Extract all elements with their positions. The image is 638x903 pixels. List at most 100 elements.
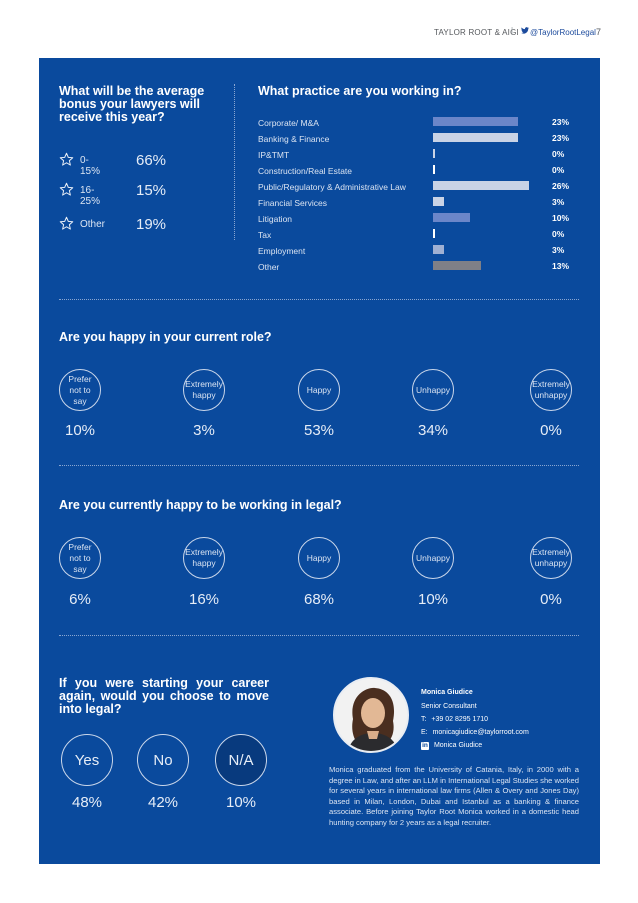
practice-label: Construction/Real Estate <box>258 166 353 176</box>
role-question-title: Are you happy in your current role? <box>59 330 272 344</box>
column-divider <box>234 84 235 240</box>
career-option-value: 42% <box>147 794 179 811</box>
role-option-circle: Prefer not to say <box>59 369 101 411</box>
practice-value: 23% <box>552 117 570 127</box>
linkedin-icon[interactable]: in <box>421 742 429 750</box>
page-number: 7 <box>596 27 602 37</box>
career-option-label: N/A <box>228 751 254 769</box>
career-option-circle: Yes <box>61 734 113 786</box>
legal-option-label: Extremely happy <box>185 547 223 568</box>
practice-value: 0% <box>552 229 565 239</box>
practice-value: 3% <box>552 197 565 207</box>
bonus-label: 16-25% <box>80 185 101 207</box>
practice-label: Financial Services <box>258 198 327 208</box>
section-divider <box>59 635 579 636</box>
practice-value: 13% <box>552 261 570 271</box>
legal-option-value: 68% <box>303 591 335 608</box>
practice-label: Other <box>258 262 280 272</box>
practice-bar <box>433 149 435 158</box>
legal-option-value: 16% <box>188 591 220 608</box>
practice-label: Tax <box>258 230 272 240</box>
consultant-bio: Monica graduated from the University of … <box>329 765 579 827</box>
legal-option-label: Prefer not to say <box>68 541 92 574</box>
practice-row: Financial Services 3% <box>258 195 578 211</box>
practice-value: 0% <box>552 165 565 175</box>
career-option-label: Yes <box>74 751 100 769</box>
practice-label: Corporate/ M&A <box>258 118 319 128</box>
consultant-email-row: E: monicagiudice@taylorroot.com <box>421 729 529 736</box>
bonus-question-title: What will be the average bonus your lawy… <box>59 84 205 124</box>
consultant-phone[interactable]: +39 02 8295 1710 <box>431 716 489 723</box>
practice-value: 23% <box>552 133 570 143</box>
role-option-value: 3% <box>193 422 215 439</box>
career-question-title: If you were starting your career again, … <box>59 676 269 716</box>
survey-panel: What will be the average bonus your lawy… <box>39 58 600 864</box>
practice-value: 3% <box>552 245 565 255</box>
consultant-name: Monica Giudice <box>421 689 473 696</box>
practice-label: Employment <box>258 246 306 256</box>
practice-row: IP&TMT 0% <box>258 147 578 163</box>
practice-question-title: What practice are you working in? <box>258 84 462 98</box>
consultant-email[interactable]: monicagiudice@taylorroot.com <box>432 729 529 736</box>
star-icon <box>59 216 74 231</box>
practice-row: Tax 0% <box>258 227 578 243</box>
bonus-label: Other <box>80 219 106 230</box>
star-icon <box>59 152 74 167</box>
twitter-icon <box>521 27 529 36</box>
legal-option-circle: Extremely unhappy <box>530 537 572 579</box>
career-option-value: 10% <box>225 794 257 811</box>
role-option-value: 10% <box>64 422 96 439</box>
section-divider <box>59 465 579 466</box>
practice-row: Banking & Finance 23% <box>258 131 578 147</box>
brand-label: TAYLOR ROOT & AIGI <box>434 28 519 37</box>
practice-row: Public/Regulatory & Administrative Law 2… <box>258 179 578 195</box>
role-option-value: 53% <box>303 422 335 439</box>
role-option-circle: Unhappy <box>412 369 454 411</box>
role-option-circle: Extremely unhappy <box>530 369 572 411</box>
practice-row: Other 13% <box>258 259 578 275</box>
practice-row: Litigation 10% <box>258 211 578 227</box>
role-option-circle: Happy <box>298 369 340 411</box>
legal-question-title: Are you currently happy to be working in… <box>59 498 342 512</box>
phone-prefix: T: <box>421 716 427 723</box>
practice-bar <box>433 117 518 126</box>
role-option-label: Unhappy <box>415 384 451 395</box>
role-option-label: Prefer not to say <box>68 373 92 406</box>
practice-row: Employment 3% <box>258 243 578 259</box>
twitter-handle[interactable]: @TaylorRootLegal <box>530 28 596 37</box>
role-option-circle: Extremely happy <box>183 369 225 411</box>
bonus-value: 19% <box>136 216 167 233</box>
career-option-value: 48% <box>71 794 103 811</box>
practice-bar <box>433 261 481 270</box>
legal-option-label: Unhappy <box>415 552 451 563</box>
practice-label: Banking & Finance <box>258 134 330 144</box>
legal-option-circle: Prefer not to say <box>59 537 101 579</box>
legal-option-circle: Unhappy <box>412 537 454 579</box>
consultant-role: Senior Consultant <box>421 703 477 710</box>
practice-bar <box>433 197 444 206</box>
legal-option-value: 0% <box>540 591 562 608</box>
role-option-value: 0% <box>540 422 562 439</box>
section-divider <box>59 299 579 300</box>
practice-value: 0% <box>552 149 565 159</box>
practice-bar <box>433 245 444 254</box>
role-option-label: Extremely happy <box>185 379 223 400</box>
career-option-circle: N/A <box>215 734 267 786</box>
practice-row: Construction/Real Estate 0% <box>258 163 578 179</box>
bonus-label: 0-15% <box>80 155 101 177</box>
practice-bar <box>433 229 435 238</box>
consultant-phone-row: T: +39 02 8295 1710 <box>421 716 488 723</box>
practice-bar <box>433 213 470 222</box>
consultant-photo <box>333 677 409 753</box>
legal-option-value: 6% <box>69 591 91 608</box>
career-option-label: No <box>153 751 173 769</box>
page-header: TAYLOR ROOT & AIGI | @TaylorRootLegal 7 <box>0 26 638 40</box>
practice-bar <box>433 165 435 174</box>
practice-label: Public/Regulatory & Administrative Law <box>258 182 406 192</box>
practice-bar <box>433 181 529 190</box>
legal-option-label: Extremely unhappy <box>532 547 570 568</box>
legal-option-circle: Extremely happy <box>183 537 225 579</box>
consultant-linkedin[interactable]: Monica Giudice <box>433 742 483 749</box>
practice-bar <box>433 133 518 142</box>
legal-option-label: Happy <box>306 552 332 563</box>
